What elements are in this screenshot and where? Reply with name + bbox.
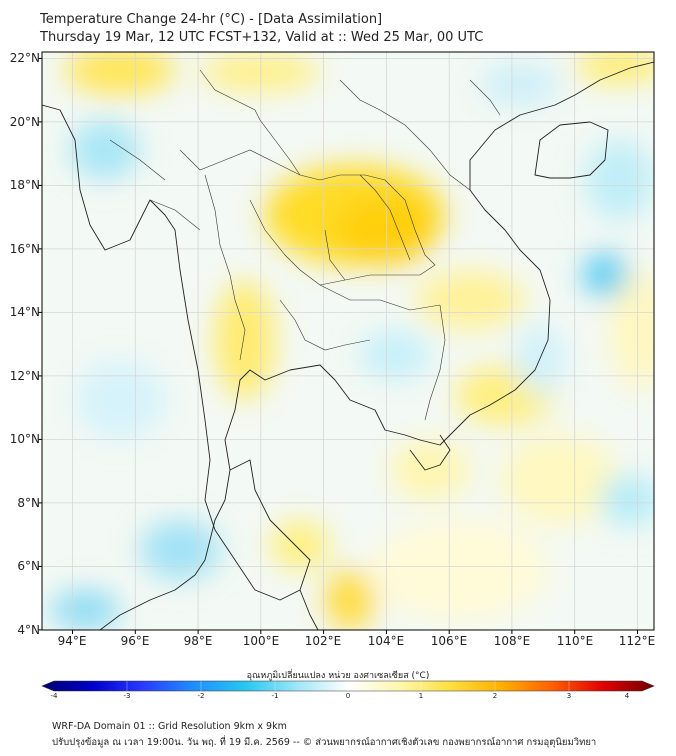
colorbar-tick: -4 — [50, 692, 58, 700]
colorbar-tick: 3 — [566, 692, 572, 700]
lon-label: 104°E — [367, 634, 405, 648]
footer-model-info: WRF-DA Domain 01 :: Grid Resolution 9km … — [52, 721, 287, 732]
map-gridlines — [42, 52, 654, 630]
axis-ticks — [38, 57, 638, 634]
lon-label: 96°E — [120, 634, 150, 648]
lon-label: 106°E — [430, 634, 468, 648]
lat-label: 8°N — [17, 496, 40, 510]
colorbar-tick: 2 — [492, 692, 498, 700]
map-frame — [41, 51, 655, 631]
lon-label: 94°E — [57, 634, 87, 648]
lon-label: 98°E — [183, 634, 213, 648]
lat-label: 4°N — [17, 623, 40, 637]
lat-label: 22°N — [9, 51, 40, 65]
lon-label: 112°E — [618, 634, 656, 648]
coastlines — [42, 61, 654, 630]
lat-label: 16°N — [9, 242, 40, 256]
colorbar-tick: -1 — [271, 692, 279, 700]
lat-label: 6°N — [17, 559, 40, 573]
lat-label: 14°N — [9, 305, 40, 319]
lon-label: 108°E — [493, 634, 531, 648]
colorbar-tick: 1 — [418, 692, 424, 700]
lat-label: 12°N — [9, 369, 40, 383]
colorbar-tick: 4 — [624, 692, 630, 700]
lat-label: 20°N — [9, 115, 40, 129]
colorbar-tick: 0 — [345, 692, 351, 700]
admin-borders — [109, 69, 501, 421]
lon-label: 110°E — [556, 634, 594, 648]
lon-label: 100°E — [242, 634, 280, 648]
lon-label: 102°E — [304, 634, 342, 648]
colorbar-title: อุณหภูมิเปลี่ยนแปลง หน่วย องศาเซลเซียส (… — [246, 671, 430, 681]
colorbar — [41, 680, 655, 692]
map-title: Temperature Change 24-hr (°C) - [Data As… — [40, 12, 383, 27]
colorbar-tick: -2 — [197, 692, 205, 700]
lat-label: 18°N — [9, 178, 40, 192]
colorbar-segments — [126, 681, 570, 691]
map-field — [42, 52, 654, 630]
colorbar-tick: -3 — [123, 692, 131, 700]
footer-credit: ปรับปรุงข้อมูล ณ เวลา 19:00น. วัน พฤ. ที… — [52, 737, 597, 748]
lat-label: 10°N — [9, 432, 40, 446]
map-subtitle: Thursday 19 Mar, 12 UTC FCST+132, Valid … — [40, 30, 484, 45]
